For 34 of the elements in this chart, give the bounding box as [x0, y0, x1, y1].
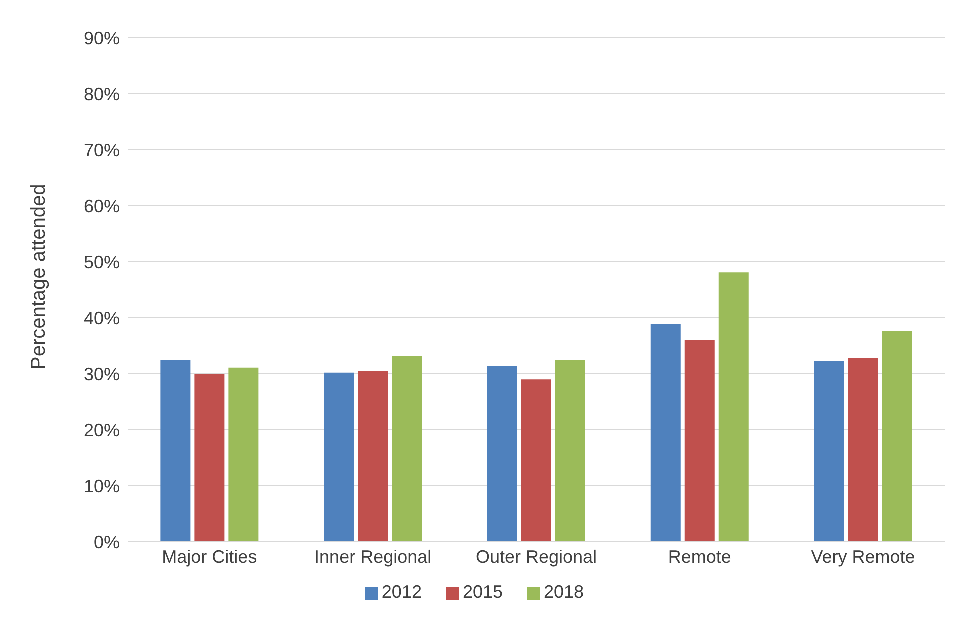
x-tick-label: Very Remote: [811, 546, 916, 567]
bar: [684, 340, 715, 542]
y-tick-label: 0%: [94, 532, 120, 552]
bar: [555, 360, 586, 542]
bar: [487, 366, 518, 542]
y-tick-label: 50%: [84, 252, 120, 272]
bar: [358, 371, 388, 542]
bar: [194, 374, 225, 542]
x-tick-label: Major Cities: [162, 546, 258, 567]
legend-label: 2015: [462, 582, 504, 602]
y-tick-label: 10%: [84, 476, 120, 496]
bar: [882, 331, 912, 542]
x-tick-label: Inner Regional: [314, 546, 432, 567]
legend-label: 2018: [544, 582, 584, 602]
bar: [324, 372, 354, 542]
bar: [228, 368, 259, 542]
y-tick-label: 40%: [84, 308, 120, 328]
bar: [650, 324, 681, 542]
y-tick-label: 20%: [84, 420, 120, 440]
bar: [718, 272, 749, 542]
y-tick-label: 90%: [84, 28, 120, 48]
y-tick-label: 30%: [84, 364, 120, 384]
bar: [392, 356, 422, 542]
y-tick-label: 80%: [84, 84, 120, 104]
x-tick-label: Outer Regional: [476, 546, 598, 567]
legend-label: 2012: [382, 582, 422, 602]
bar: [848, 358, 878, 542]
x-tick-label: Remote: [668, 546, 732, 567]
bar: [160, 360, 191, 542]
bar: [814, 361, 844, 542]
y-axis-title: Percentage attended: [28, 184, 50, 370]
y-tick-label: 60%: [84, 196, 120, 216]
bar: [521, 380, 552, 542]
y-tick-label: 70%: [84, 140, 120, 160]
